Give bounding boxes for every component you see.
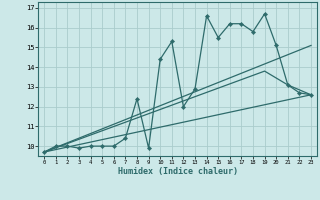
X-axis label: Humidex (Indice chaleur): Humidex (Indice chaleur) [118,167,238,176]
